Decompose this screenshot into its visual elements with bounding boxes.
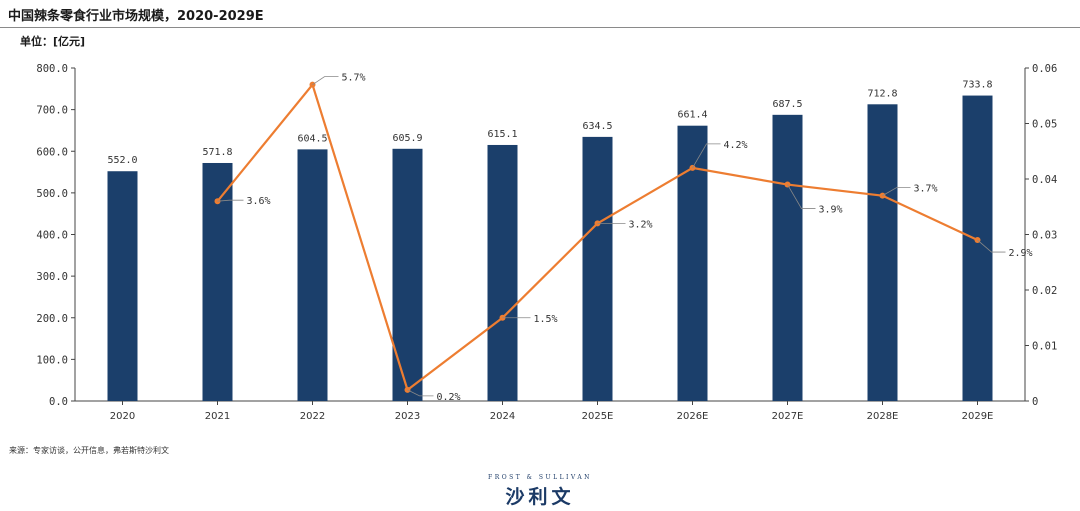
- bar: [392, 148, 423, 401]
- x-tick-label: 2024: [490, 411, 515, 422]
- bar-value-label: 605.9: [392, 133, 422, 144]
- right-tick-label: 0.02: [1032, 285, 1057, 297]
- unit-label: 单位：[亿元]: [20, 35, 86, 48]
- bar-value-label: 552.0: [107, 155, 137, 166]
- bar: [867, 104, 898, 401]
- right-tick-label: 0.01: [1032, 341, 1057, 353]
- x-tick-label: 2020: [110, 411, 135, 422]
- growth-rate-label: 2.9%: [1009, 248, 1033, 259]
- right-tick-label: 0.03: [1032, 230, 1057, 242]
- right-tick-label: 0.05: [1032, 119, 1057, 131]
- bar: [582, 136, 613, 401]
- bar-value-label: 733.8: [962, 80, 992, 91]
- bar-value-label: 712.8: [867, 88, 897, 99]
- label-leader: [882, 187, 911, 196]
- bar: [677, 125, 708, 401]
- growth-rate-label: 1.5%: [534, 314, 558, 325]
- left-tick-label: 200.0: [36, 313, 68, 325]
- growth-rate-label: 4.2%: [724, 140, 748, 151]
- frost-sullivan-logo: FROST & SULLIVAN 沙利文: [0, 474, 1080, 509]
- bar: [487, 144, 518, 401]
- x-tick-label: 2025E: [582, 411, 614, 422]
- right-tick-label: 0: [1032, 396, 1038, 408]
- right-tick-label: 0.06: [1032, 63, 1057, 75]
- chart-title: 中国辣条零食行业市场规模，2020-2029E: [8, 9, 264, 24]
- source-note: 来源：专家访谈，公开信息，弗若斯特沙利文: [9, 446, 169, 455]
- x-tick-label: 2023: [395, 411, 420, 422]
- x-tick-label: 2022: [300, 411, 325, 422]
- label-leader: [977, 239, 1006, 253]
- bar: [297, 149, 328, 401]
- growth-rate-label: 5.7%: [342, 73, 366, 84]
- label-leader: [407, 389, 434, 397]
- left-tick-label: 700.0: [36, 105, 68, 117]
- logo-english-text: FROST & SULLIVAN: [488, 474, 592, 481]
- bar: [962, 95, 993, 401]
- x-tick-label: 2028E: [867, 411, 899, 422]
- label-leader: [312, 76, 339, 85]
- right-tick-label: 0.04: [1032, 174, 1057, 186]
- growth-rate-label: 0.2%: [437, 392, 461, 403]
- label-leader: [217, 199, 244, 202]
- growth-rate-label: 3.2%: [629, 219, 653, 230]
- growth-rate-label: 3.7%: [914, 184, 938, 195]
- left-tick-label: 800.0: [36, 63, 68, 75]
- growth-rate-label: 3.9%: [819, 205, 843, 216]
- label-leader: [692, 143, 721, 169]
- bar-value-label: 661.4: [677, 110, 707, 121]
- bar-value-label: 571.8: [202, 147, 232, 158]
- left-tick-label: 0.0: [49, 396, 68, 408]
- bar-value-label: 615.1: [487, 129, 517, 140]
- bar: [772, 114, 803, 401]
- bar-value-label: 604.5: [297, 133, 327, 144]
- left-tick-label: 500.0: [36, 188, 68, 200]
- bar: [107, 171, 138, 401]
- x-tick-label: 2026E: [677, 411, 709, 422]
- left-tick-label: 600.0: [36, 146, 68, 158]
- bar-value-label: 634.5: [582, 121, 612, 132]
- title-divider: [0, 27, 1080, 28]
- logo-chinese-text: 沙利文: [505, 486, 575, 508]
- x-tick-label: 2029E: [962, 411, 994, 422]
- x-tick-label: 2021: [205, 411, 230, 422]
- label-leader: [787, 184, 816, 209]
- left-tick-label: 300.0: [36, 271, 68, 283]
- growth-rate-label: 3.6%: [247, 196, 271, 207]
- bar-value-label: 687.5: [772, 99, 802, 110]
- left-tick-label: 400.0: [36, 230, 68, 242]
- left-tick-label: 100.0: [36, 354, 68, 366]
- combo-chart: 0.0100.0200.0300.0400.0500.0600.0700.080…: [36, 63, 1057, 422]
- x-tick-label: 2027E: [772, 411, 804, 422]
